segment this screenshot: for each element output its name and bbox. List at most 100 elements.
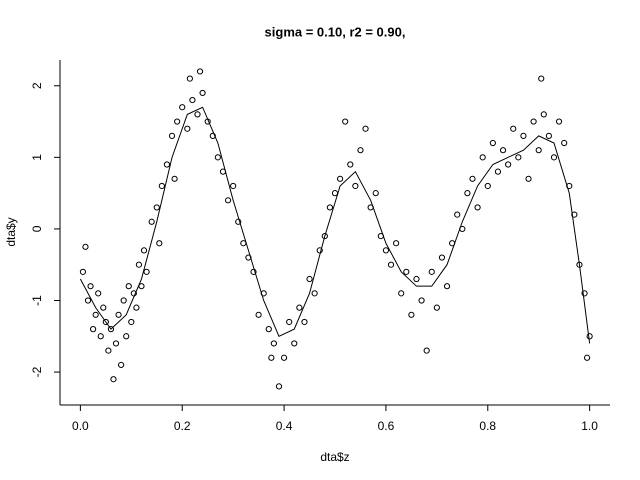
point: [499, 147, 507, 154]
y-axis-label: dta$y: [4, 217, 18, 246]
point: [530, 118, 537, 125]
point: [219, 168, 227, 175]
point: [250, 268, 257, 275]
point: [382, 247, 390, 254]
x-tick-label: 0.6: [378, 419, 395, 433]
point: [214, 154, 221, 161]
point: [433, 304, 440, 311]
point: [105, 347, 112, 354]
point: [545, 132, 552, 139]
point: [377, 232, 384, 240]
x-tick-label: 0.2: [174, 419, 191, 433]
point: [331, 190, 339, 197]
point: [418, 297, 425, 304]
point: [265, 326, 272, 333]
point: [301, 318, 308, 326]
point: [275, 383, 283, 390]
point: [555, 118, 563, 125]
point: [158, 182, 165, 190]
point: [362, 125, 369, 132]
point: [367, 204, 374, 211]
point: [515, 154, 522, 161]
point: [321, 232, 328, 240]
point: [571, 211, 578, 218]
point: [204, 118, 211, 125]
point: [566, 182, 573, 190]
point: [171, 175, 178, 182]
point: [112, 340, 120, 347]
point: [525, 175, 532, 182]
point: [179, 104, 186, 111]
point: [224, 197, 232, 204]
point: [174, 118, 181, 125]
point: [168, 132, 176, 139]
point: [194, 111, 201, 118]
point: [449, 240, 456, 247]
point: [550, 154, 558, 161]
point: [296, 304, 303, 311]
point: [270, 340, 277, 347]
fit-line: [79, 106, 591, 344]
point: [260, 290, 267, 297]
point: [79, 268, 87, 275]
point: [357, 147, 364, 154]
point: [454, 211, 461, 218]
y-tick-label: 1: [30, 154, 44, 161]
point: [186, 75, 193, 82]
point: [255, 311, 262, 318]
point: [291, 340, 298, 347]
point: [133, 304, 140, 311]
point: [245, 254, 252, 261]
point: [336, 175, 344, 182]
point: [87, 283, 94, 290]
point: [510, 125, 517, 132]
y-tick-label: -1: [30, 295, 44, 306]
point: [102, 318, 109, 326]
point: [413, 275, 420, 283]
x-tick-label: 0.0: [72, 419, 89, 433]
point: [135, 261, 143, 268]
point: [184, 125, 191, 132]
point: [387, 261, 395, 268]
point: [209, 132, 216, 139]
point: [586, 333, 593, 340]
point: [459, 225, 466, 233]
x-tick-label: 0.4: [276, 419, 293, 433]
point: [163, 161, 171, 168]
point: [398, 290, 405, 297]
chart-title: sigma = 0.10, r2 = 0.90,: [265, 24, 406, 39]
point: [403, 268, 410, 275]
point: [280, 354, 288, 361]
point: [423, 347, 430, 354]
point: [82, 243, 89, 250]
point: [140, 247, 148, 254]
point: [316, 247, 323, 254]
point: [143, 268, 150, 275]
point: [520, 132, 527, 139]
point: [95, 290, 102, 297]
point: [535, 147, 542, 154]
point: [97, 333, 104, 340]
point: [393, 240, 400, 247]
y-tick-label: -2: [30, 366, 44, 377]
point: [583, 354, 591, 361]
point: [540, 111, 547, 118]
point: [199, 89, 206, 97]
point: [189, 96, 196, 104]
point: [240, 240, 247, 247]
point: [372, 190, 379, 197]
point: [352, 182, 359, 190]
point: [443, 283, 451, 290]
point: [153, 204, 160, 211]
point: [196, 68, 204, 75]
point: [125, 283, 132, 290]
point: [505, 161, 512, 168]
x-axis-label: dta$z: [320, 450, 349, 464]
point: [311, 290, 318, 297]
point: [268, 354, 275, 361]
point: [581, 290, 588, 297]
point: [120, 297, 127, 304]
point: [469, 175, 476, 182]
point: [230, 182, 237, 190]
point: [561, 139, 568, 147]
